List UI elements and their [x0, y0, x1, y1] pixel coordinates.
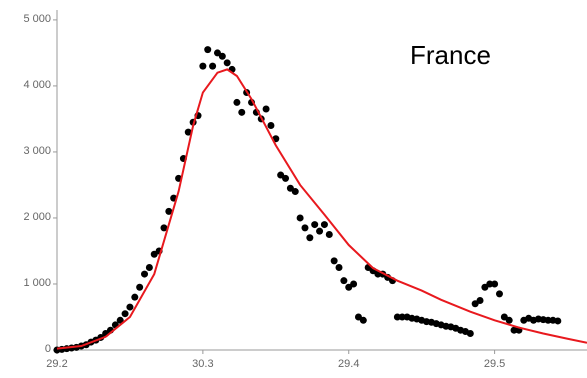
data-point — [495, 290, 503, 298]
data-point — [267, 122, 275, 130]
y-tick-label: 1 000 — [23, 277, 51, 289]
y-tick-label: 5 000 — [23, 13, 51, 25]
x-tick-label: 29.4 — [338, 358, 359, 370]
data-point — [145, 263, 153, 271]
y-tick-label: 0 — [45, 343, 51, 355]
data-point — [311, 221, 319, 229]
data-point — [262, 105, 270, 113]
x-tick-label: 29.5 — [484, 358, 505, 370]
data-point — [320, 221, 328, 229]
data-point — [393, 313, 401, 321]
x-tick-label: 29.2 — [46, 358, 67, 370]
data-point — [121, 310, 129, 318]
data-point — [291, 188, 299, 196]
data-point — [476, 296, 484, 304]
data-point — [126, 303, 134, 311]
data-point — [199, 62, 207, 70]
data-point — [350, 280, 358, 288]
data-point — [544, 316, 552, 324]
data-point — [505, 316, 513, 324]
data-point — [340, 277, 348, 285]
data-point — [223, 59, 231, 67]
data-point — [330, 257, 338, 265]
data-point — [486, 280, 494, 288]
data-point — [136, 283, 144, 291]
data-point — [204, 46, 212, 54]
data-point — [282, 174, 290, 182]
data-point — [398, 313, 406, 321]
data-point — [325, 230, 333, 238]
data-point — [359, 316, 367, 324]
data-point — [466, 329, 474, 337]
y-tick-label: 4 000 — [23, 79, 51, 91]
data-point — [335, 263, 343, 271]
data-point — [165, 207, 173, 215]
data-point — [116, 316, 124, 324]
data-point — [510, 326, 518, 334]
data-point — [131, 293, 139, 301]
data-point — [209, 62, 217, 70]
y-tick-label: 2 000 — [23, 211, 51, 223]
data-point — [184, 128, 192, 136]
data-point — [233, 98, 241, 106]
data-point — [301, 224, 309, 232]
x-tick-label: 30.3 — [192, 358, 213, 370]
data-point — [296, 214, 304, 222]
data-point — [306, 234, 314, 242]
data-point — [218, 52, 226, 60]
fit-curve — [56, 68, 587, 350]
data-point — [316, 227, 324, 235]
data-point — [141, 270, 149, 278]
y-tick-label: 3 000 — [23, 145, 51, 157]
data-point — [554, 317, 562, 325]
data-point — [238, 108, 246, 116]
annotation: France — [410, 40, 491, 70]
data-point — [491, 280, 499, 288]
data-point — [160, 224, 168, 232]
